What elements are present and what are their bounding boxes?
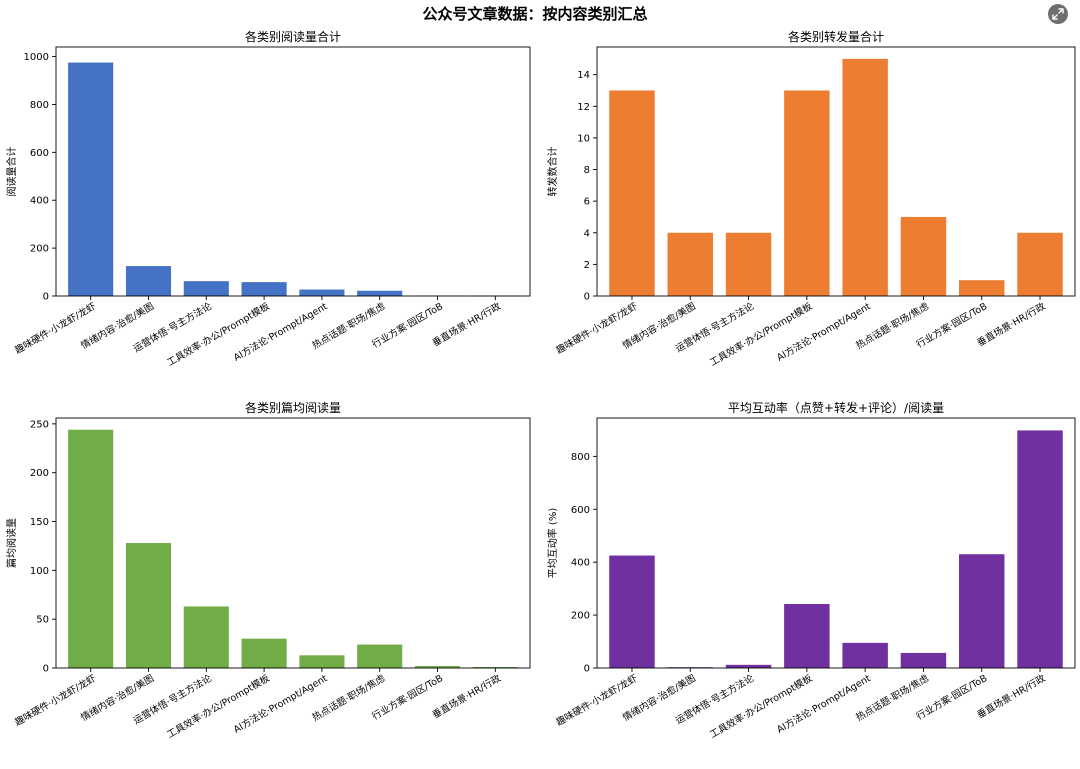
y-tick-label: 0 (43, 664, 49, 675)
bar (68, 62, 114, 296)
bar (667, 232, 714, 296)
y-tick-label: 0 (43, 292, 49, 303)
y-tick-label: 100 (30, 566, 49, 577)
y-tick-label: 600 (30, 148, 49, 159)
panel-title: 各类别篇均阅读量 (245, 400, 341, 415)
bar (958, 280, 1005, 296)
bar (241, 638, 287, 668)
bar (725, 232, 772, 296)
bar (958, 554, 1005, 668)
y-tick-label: 4 (584, 228, 590, 239)
y-tick-label: 12 (577, 102, 590, 113)
bar (842, 642, 888, 668)
bar (1017, 232, 1063, 296)
y-tick-label: 50 (36, 615, 49, 626)
panel-title: 各类别转发量合计 (788, 29, 884, 44)
y-tick-label: 250 (30, 419, 49, 430)
bar (900, 216, 947, 296)
bar (784, 90, 830, 296)
bar (609, 90, 655, 296)
bar (125, 266, 172, 296)
expand-button[interactable] (1048, 4, 1068, 24)
y-tick-label: 400 (571, 558, 590, 569)
bar (784, 603, 830, 668)
panel-title: 各类别阅读量合计 (245, 29, 341, 44)
bar (609, 555, 655, 668)
bar (299, 655, 345, 668)
chart-panel-3: 各类别篇均阅读量篇均阅读量050100150200250趣味硬件·小龙虾/龙虾情… (5, 400, 531, 741)
panel-title: 平均互动率（点赞+转发+评论）/阅读量 (728, 400, 944, 415)
bar (725, 664, 772, 668)
y-tick-label: 200 (571, 611, 590, 622)
y-tick-label: 10 (577, 133, 590, 144)
y-axis-label: 篇均阅读量 (5, 518, 18, 568)
expand-icon (1052, 8, 1064, 20)
y-tick-label: 2 (584, 260, 590, 271)
bar (414, 666, 461, 668)
y-tick-label: 200 (30, 468, 49, 479)
bar (357, 290, 403, 296)
y-tick-label: 0 (584, 664, 590, 675)
y-tick-label: 400 (30, 196, 49, 207)
y-axis-label: 平均互动率 (%) (546, 508, 559, 579)
y-tick-label: 1000 (24, 52, 49, 63)
y-tick-label: 800 (571, 452, 590, 463)
plot-frame (55, 417, 531, 669)
y-axis-label: 阅读量合计 (5, 147, 18, 197)
bar (472, 667, 518, 668)
bar (900, 652, 947, 668)
y-tick-label: 8 (584, 165, 590, 176)
plot-frame (596, 417, 1076, 669)
plot-frame (596, 46, 1076, 297)
bar (1017, 430, 1063, 668)
y-axis-label: 转发数合计 (546, 147, 559, 197)
bar (299, 289, 345, 296)
bar (241, 282, 287, 296)
bar (183, 606, 229, 668)
figure-title: 公众号文章数据：按内容类别汇总 (422, 5, 647, 23)
plot-frame (55, 46, 531, 297)
bar (68, 429, 114, 668)
bar (842, 58, 888, 296)
y-tick-label: 200 (30, 244, 49, 255)
bar (357, 644, 403, 668)
y-tick-label: 0 (584, 292, 590, 303)
bar (125, 543, 172, 668)
y-tick-label: 800 (30, 100, 49, 111)
y-tick-label: 14 (577, 70, 590, 81)
y-tick-label: 600 (571, 505, 590, 516)
y-tick-label: 6 (584, 197, 590, 208)
y-tick-label: 150 (30, 517, 49, 528)
bar (183, 281, 229, 296)
